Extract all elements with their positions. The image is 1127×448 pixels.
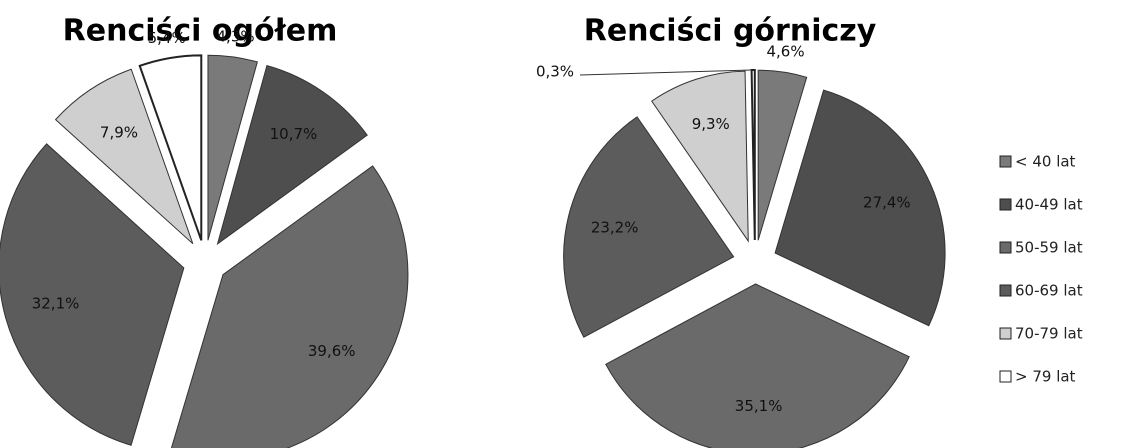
data-label: 4,3% [217, 28, 255, 46]
legend-swatch [999, 284, 1012, 297]
chart-title: Renciści górniczy [584, 14, 877, 49]
pie-slice [207, 54, 258, 241]
pie-slice [216, 65, 368, 246]
legend-swatch [999, 327, 1012, 340]
data-label: 9,3% [692, 115, 730, 133]
data-label: 23,2% [591, 219, 639, 237]
legend-label: > 79 lat [1015, 368, 1076, 386]
pie-slice [651, 70, 749, 243]
legend-label: 40-49 lat [1015, 196, 1083, 214]
legend-swatch [999, 241, 1012, 254]
pie-slice [170, 165, 409, 448]
data-label: 7,9% [100, 123, 138, 141]
chart-title: Renciści ogółem [63, 14, 338, 49]
pie-slice [750, 69, 756, 241]
leader-line [579, 69, 752, 76]
pie-slice [757, 69, 808, 241]
legend-label: 70-79 lat [1015, 325, 1083, 343]
legend-swatch [999, 370, 1012, 383]
legend-label: < 40 lat [1015, 153, 1076, 171]
legend-label: 60-69 lat [1015, 282, 1083, 300]
legend-swatch [999, 155, 1012, 168]
data-label: 39,6% [308, 342, 356, 360]
pie-slice [563, 116, 735, 338]
pie-slice [605, 283, 910, 448]
legend-label: 50-59 lat [1015, 239, 1083, 257]
pie-slice [54, 68, 194, 245]
data-label: 10,7% [270, 125, 318, 143]
pie-slice [0, 143, 185, 446]
data-label: 5,4% [148, 29, 186, 47]
data-label: 35,1% [735, 397, 783, 415]
data-label: 0,3% [536, 63, 574, 81]
pie-slice [138, 54, 203, 241]
pie-slice [774, 89, 946, 327]
data-label: 27,4% [863, 194, 911, 212]
data-label: 32,1% [32, 294, 80, 312]
legend-swatch [999, 198, 1012, 211]
data-label: 4,6% [767, 43, 805, 61]
